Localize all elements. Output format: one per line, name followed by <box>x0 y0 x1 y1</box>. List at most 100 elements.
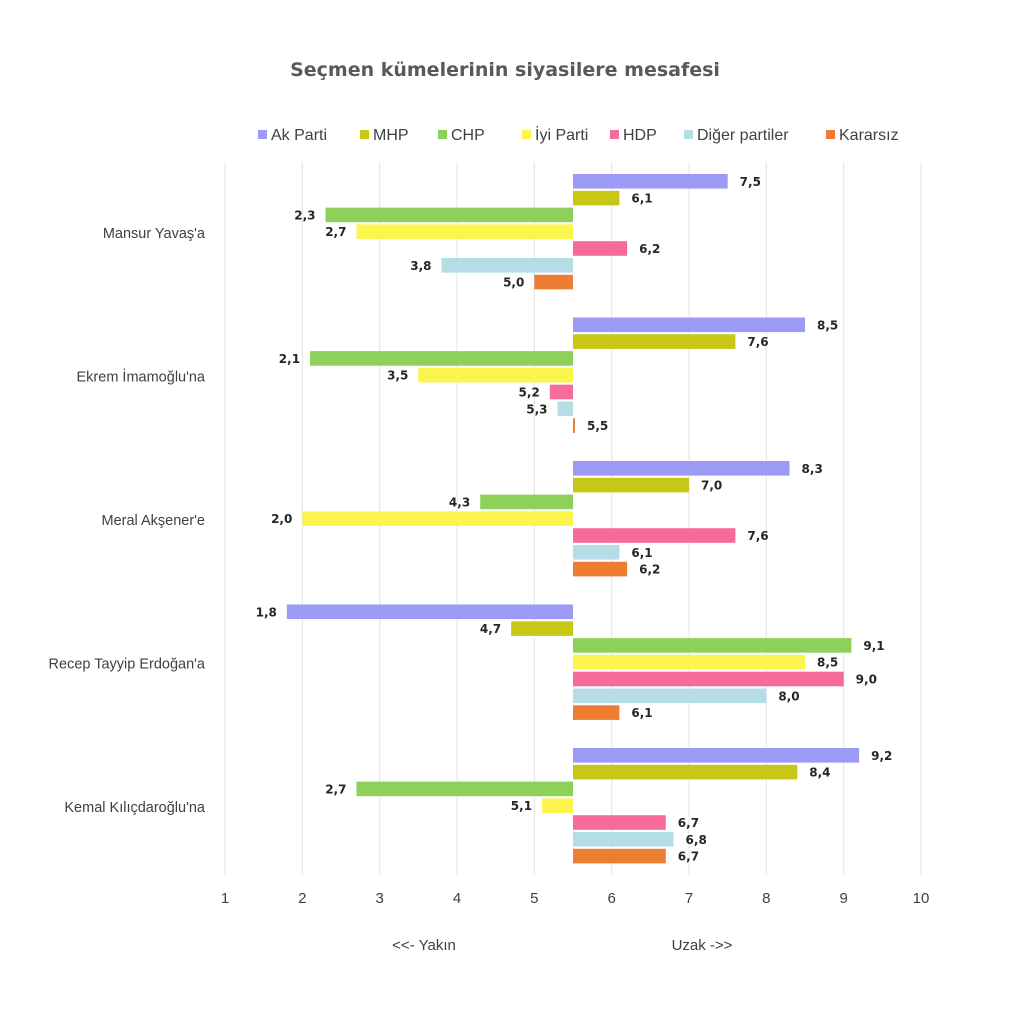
data-label-kemal-kilicdaroglu-na-mhp: 8,4 <box>809 766 830 780</box>
legend-item-iyi-parti: İyi Parti <box>522 125 588 144</box>
chart-title: Seçmen kümelerinin siyasilere mesafesi <box>290 59 720 81</box>
category-label-recep-tayyip-erdogan-a: Recep Tayyip Erdoğan'a <box>49 656 206 672</box>
bar-meral-aksener-e-chp <box>480 494 573 510</box>
data-label-mansur-yavas-a-diger-partiler: 3,8 <box>410 259 431 273</box>
bar-meral-aksener-e-diger-partiler <box>573 545 620 560</box>
data-label-meral-aksener-e-hdp: 7,6 <box>747 529 768 543</box>
data-label-meral-aksener-e-diger-partiler: 6,1 <box>631 546 652 560</box>
data-label-kemal-kilicdaroglu-na-diger-partiler: 6,8 <box>686 833 707 847</box>
x-tick-label-4: 4 <box>453 890 461 907</box>
bar-mansur-yavas-a-iyi-parti <box>356 224 573 239</box>
bar-mansur-yavas-a-hdp <box>573 241 628 256</box>
legend-swatch-ak-parti <box>258 130 267 139</box>
x-tick-label-8: 8 <box>762 890 770 907</box>
data-label-recep-tayyip-erdogan-a-kararsiz: 6,1 <box>631 706 652 720</box>
data-label-recep-tayyip-erdogan-a-hdp: 9,0 <box>856 673 877 687</box>
legend-item-chp: CHP <box>438 127 485 144</box>
data-label-mansur-yavas-a-iyi-parti: 2,7 <box>325 225 346 239</box>
data-label-recep-tayyip-erdogan-a-diger-partiler: 8,0 <box>778 689 799 703</box>
bar-meral-aksener-e-mhp <box>573 477 689 493</box>
bar-kemal-kilicdaroglu-na-mhp <box>573 764 798 780</box>
bar-recep-tayyip-erdogan-a-chp <box>573 638 852 653</box>
x-tick-label-5: 5 <box>530 890 538 907</box>
x-tick-label-10: 10 <box>913 890 930 907</box>
legend-label-iyi-parti: İyi Parti <box>535 125 588 144</box>
bar-mansur-yavas-a-mhp <box>573 190 620 206</box>
bars <box>286 174 860 864</box>
x-tick-label-3: 3 <box>375 890 383 907</box>
data-label-mansur-yavas-a-chp: 2,3 <box>294 208 315 222</box>
legend-item-hdp: HDP <box>610 127 657 144</box>
category-label-meral-aksener-e: Meral Akşener'e <box>101 513 205 529</box>
bar-ekrem-imamoglu-na-hdp <box>549 384 573 400</box>
data-label-meral-aksener-e-kararsiz: 6,2 <box>639 563 660 577</box>
data-label-kemal-kilicdaroglu-na-chp: 2,7 <box>325 782 346 796</box>
legend-label-diger-partiler: Diğer partiler <box>697 127 789 144</box>
legend: Ak Parti MHP CHP İyi Parti HDP Diğer partiler… <box>258 125 899 144</box>
bar-ekrem-imamoglu-na-ak-parti <box>573 317 805 333</box>
legend-label-ak-parti: Ak Parti <box>271 127 327 144</box>
category-labels: Mansur Yavaş'a Ekrem İmamoğlu'na Meral Akş… <box>49 226 206 816</box>
bar-ekrem-imamoglu-na-chp <box>310 351 573 366</box>
legend-swatch-diger-partiler <box>684 130 693 139</box>
bar-recep-tayyip-erdogan-a-iyi-parti <box>573 654 805 670</box>
bar-meral-aksener-e-ak-parti <box>573 461 790 476</box>
bar-recep-tayyip-erdogan-a-kararsiz <box>573 705 620 720</box>
data-label-recep-tayyip-erdogan-a-ak-parti: 1,8 <box>256 605 277 619</box>
bar-meral-aksener-e-kararsiz <box>573 561 628 577</box>
data-label-meral-aksener-e-mhp: 7,0 <box>701 479 722 493</box>
bar-kemal-kilicdaroglu-na-chp <box>356 781 573 797</box>
x-tick-label-6: 6 <box>607 890 615 907</box>
bar-mansur-yavas-a-kararsiz <box>534 274 573 290</box>
legend-item-kararsiz: Kararsız <box>826 127 899 144</box>
data-label-recep-tayyip-erdogan-a-mhp: 4,7 <box>480 622 501 636</box>
category-label-kemal-kilicdaroglu-na: Kemal Kılıçdaroğlu'na <box>64 800 206 816</box>
x-tick-labels: 1 2 3 4 5 6 7 8 9 10 <box>221 890 930 907</box>
legend-swatch-mhp <box>360 130 369 139</box>
data-label-ekrem-imamoglu-na-ak-parti: 8,5 <box>817 318 838 332</box>
bar-mansur-yavas-a-ak-parti <box>573 174 728 189</box>
legend-item-diger-partiler: Diğer partiler <box>684 127 789 144</box>
bar-recep-tayyip-erdogan-a-hdp <box>573 671 844 687</box>
legend-label-kararsiz: Kararsız <box>839 127 899 144</box>
data-label-mansur-yavas-a-ak-parti: 7,5 <box>740 175 761 189</box>
legend-label-chp: CHP <box>451 127 485 144</box>
bar-kemal-kilicdaroglu-na-diger-partiler <box>573 832 674 847</box>
bar-kemal-kilicdaroglu-na-iyi-parti <box>542 798 573 813</box>
direction-label-near: <<- Yakın <box>392 937 456 954</box>
data-label-kemal-kilicdaroglu-na-iyi-parti: 5,1 <box>511 799 532 813</box>
bar-recep-tayyip-erdogan-a-mhp <box>511 621 573 636</box>
data-label-kemal-kilicdaroglu-na-kararsiz: 6,7 <box>678 850 699 864</box>
data-label-mansur-yavas-a-mhp: 6,1 <box>631 192 652 206</box>
bar-ekrem-imamoglu-na-iyi-parti <box>418 367 573 383</box>
bar-meral-aksener-e-iyi-parti <box>302 511 573 526</box>
data-label-ekrem-imamoglu-na-diger-partiler: 5,3 <box>526 402 547 416</box>
data-labels: 7,5 6,1 2,3 2,7 6,2 3,8 5,0 8,5 7,6 2,1 3,5 5,2 5,3 5… <box>256 175 893 864</box>
data-label-ekrem-imamoglu-na-hdp: 5,2 <box>519 386 540 400</box>
legend-swatch-iyi-parti <box>522 130 531 139</box>
legend-item-ak-parti: Ak Parti <box>258 127 327 144</box>
bar-kemal-kilicdaroglu-na-hdp <box>573 815 666 830</box>
bar-meral-aksener-e-hdp <box>573 528 736 543</box>
legend-item-mhp: MHP <box>360 127 409 144</box>
direction-label-far: Uzak ->> <box>672 937 733 954</box>
x-tick-label-7: 7 <box>685 890 693 907</box>
category-label-mansur-yavas-a: Mansur Yavaş'a <box>103 226 206 242</box>
data-label-meral-aksener-e-chp: 4,3 <box>449 495 470 509</box>
legend-swatch-hdp <box>610 130 619 139</box>
data-label-meral-aksener-e-iyi-parti: 2,0 <box>271 512 292 526</box>
legend-swatch-kararsiz <box>826 130 835 139</box>
bar-mansur-yavas-a-chp <box>325 207 573 223</box>
bar-recep-tayyip-erdogan-a-diger-partiler <box>573 688 767 704</box>
data-label-mansur-yavas-a-kararsiz: 5,0 <box>503 276 524 290</box>
data-label-ekrem-imamoglu-na-kararsiz: 5,5 <box>587 419 608 433</box>
bar-ekrem-imamoglu-na-kararsiz <box>573 418 575 433</box>
bar-kemal-kilicdaroglu-na-ak-parti <box>573 748 860 763</box>
data-label-recep-tayyip-erdogan-a-chp: 9,1 <box>863 639 884 653</box>
bar-ekrem-imamoglu-na-diger-partiler <box>557 401 573 417</box>
data-label-kemal-kilicdaroglu-na-hdp: 6,7 <box>678 816 699 830</box>
x-tick-label-2: 2 <box>298 890 306 907</box>
x-tick-label-9: 9 <box>839 890 847 907</box>
data-label-ekrem-imamoglu-na-mhp: 7,6 <box>747 335 768 349</box>
